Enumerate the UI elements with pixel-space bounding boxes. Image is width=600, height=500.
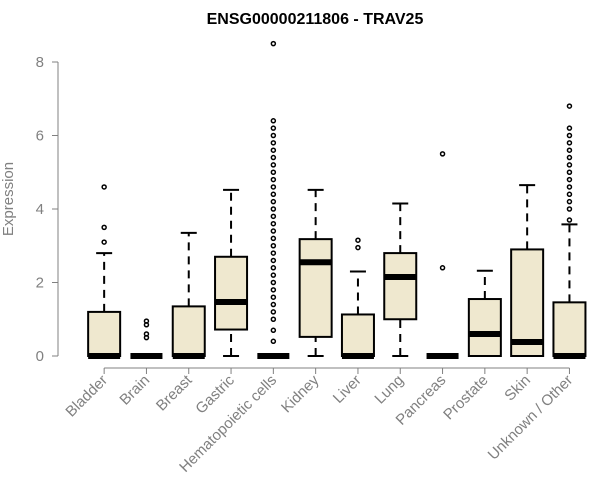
outlier-point [270, 140, 277, 146]
outlier-point [270, 235, 277, 242]
box-body [340, 313, 375, 358]
outlier-point [270, 176, 277, 183]
outlier-point [101, 239, 107, 245]
box-group [257, 40, 290, 359]
outlier-point [566, 132, 573, 139]
plot-area [87, 40, 587, 359]
outlier-point [270, 118, 277, 124]
x-tick-label: Prostate [440, 372, 492, 424]
y-tick-label: 6 [36, 128, 44, 145]
outlier-point [270, 220, 277, 227]
box-group [552, 103, 587, 359]
outlier-point [270, 206, 277, 212]
box-body [383, 252, 418, 321]
box-group [214, 188, 249, 357]
outlier-point [566, 162, 573, 168]
outlier-point [270, 184, 277, 190]
outlier-point [566, 184, 573, 190]
outlier-point [270, 162, 277, 168]
y-axis-label: Expression [0, 162, 17, 236]
y-tick-label: 4 [36, 201, 44, 218]
outlier-point [270, 243, 277, 249]
outlier-point [566, 147, 573, 153]
outlier-point [270, 40, 277, 47]
outlier-point [566, 125, 573, 131]
outlier-point [270, 272, 277, 278]
box-group [383, 202, 418, 357]
box-group [87, 184, 122, 359]
box-body [552, 301, 587, 357]
x-tick-label: Breast [153, 371, 196, 414]
box-body [87, 310, 122, 357]
outlier-point [270, 147, 277, 153]
x-tick-label: Skin [501, 372, 534, 405]
y-tick-label: 0 [36, 348, 44, 365]
outlier-point [270, 228, 277, 234]
outlier-point [566, 154, 573, 161]
outlier-point [270, 169, 277, 175]
outlier-point [270, 316, 277, 322]
outlier-point [566, 191, 573, 198]
outlier-point [566, 140, 573, 146]
outlier-point [566, 217, 573, 223]
box-group [171, 231, 206, 359]
x-tick-label: Brain [116, 372, 153, 409]
outlier-point [101, 184, 107, 190]
outlier-point [270, 294, 277, 300]
box-group [130, 318, 163, 359]
box-group [510, 184, 545, 357]
box-group [467, 269, 502, 358]
outlier-point [270, 301, 277, 308]
outlier-point [270, 327, 277, 334]
outlier-point [270, 309, 277, 315]
box-group [340, 237, 375, 359]
box-body [510, 248, 545, 357]
outlier-point [143, 331, 150, 337]
outlier-point [270, 279, 277, 286]
outlier-point [270, 257, 277, 264]
outlier-point [270, 132, 277, 139]
chart-title: ENSG00000211806 - TRAV25 [207, 11, 424, 28]
outlier-point [270, 250, 277, 256]
outlier-point [143, 318, 150, 324]
outlier-point [566, 176, 573, 183]
x-tick-label: Bladder [62, 372, 111, 421]
outlier-point [566, 206, 573, 212]
outlier-point [566, 103, 573, 109]
x-tick-label: Liver [330, 372, 365, 407]
outlier-point [270, 154, 277, 161]
outlier-point [270, 265, 277, 271]
y-tick-label: 2 [36, 275, 44, 292]
box-group [298, 188, 333, 357]
outlier-point [355, 237, 361, 243]
box-body [171, 305, 206, 358]
y-tick-label: 8 [36, 54, 44, 71]
outlier-point [270, 338, 277, 345]
outlier-point [566, 198, 573, 205]
outlier-point [270, 191, 277, 198]
outlier-point [270, 213, 277, 220]
outlier-point [439, 151, 446, 157]
x-tick-label: Kidney [278, 371, 323, 416]
outlier-point [355, 244, 361, 251]
box-body [214, 255, 249, 331]
box-body [467, 298, 502, 358]
x-tick-label: Lung [371, 372, 407, 408]
outlier-point [270, 287, 277, 293]
box-group [426, 151, 459, 359]
outlier-point [270, 125, 277, 131]
y-axis: 0 2 4 6 8 [36, 54, 59, 365]
outlier-point [101, 224, 107, 231]
outlier-point [566, 169, 573, 175]
outlier-point [439, 265, 446, 271]
box-body [298, 238, 333, 338]
outlier-point [270, 198, 277, 205]
